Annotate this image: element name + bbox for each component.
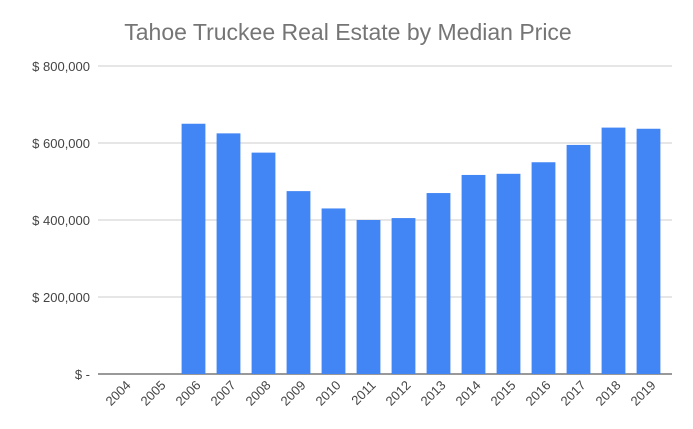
- x-tick-label-2019: 2019: [628, 378, 659, 409]
- y-tick-label: $ 400,000: [32, 213, 90, 228]
- bar-2011: [356, 220, 381, 374]
- bars: [181, 123, 661, 374]
- x-tick-label-2015: 2015: [488, 378, 519, 409]
- y-tick-label: $ 200,000: [32, 290, 90, 305]
- x-tick-label-2018: 2018: [593, 378, 624, 409]
- y-tick-label: $ 600,000: [32, 136, 90, 151]
- bar-2012: [391, 218, 416, 374]
- bar-2006: [181, 123, 206, 374]
- y-tick-label: $ 800,000: [32, 59, 90, 74]
- bar-2007: [216, 133, 241, 374]
- y-tick-label: $ -: [75, 367, 90, 382]
- x-tick-label-2004: 2004: [103, 378, 134, 409]
- x-tick-label-2007: 2007: [208, 378, 239, 409]
- x-tick-label-2008: 2008: [243, 378, 274, 409]
- bar-2008: [251, 152, 276, 374]
- x-tick-label-2009: 2009: [278, 378, 309, 409]
- bar-2014: [461, 174, 486, 374]
- x-tick-label-2013: 2013: [418, 378, 449, 409]
- bar-2018: [601, 127, 626, 374]
- chart-title: Tahoe Truckee Real Estate by Median Pric…: [124, 19, 571, 45]
- bar-2013: [426, 193, 451, 374]
- x-axis-tick-labels: 2004 2005 2006 2007 2008 2009 2010 2011 2012 2013…: [103, 378, 659, 409]
- x-tick-label-2014: 2014: [453, 378, 484, 409]
- x-tick-label-2011: 2011: [348, 378, 378, 408]
- bar-2019: [636, 128, 661, 374]
- bar-2010: [321, 208, 346, 374]
- x-tick-label-2006: 2006: [173, 378, 204, 409]
- x-tick-label-2010: 2010: [313, 378, 344, 409]
- bar-2017: [566, 144, 591, 374]
- x-tick-label-2017: 2017: [558, 378, 589, 409]
- bar-2009: [286, 191, 311, 374]
- bar-2016: [531, 162, 556, 374]
- x-tick-label-2012: 2012: [383, 378, 414, 409]
- x-tick-label-2016: 2016: [523, 378, 554, 409]
- x-tick-label-2005: 2005: [138, 378, 169, 409]
- bar-2015: [496, 173, 521, 374]
- y-axis-tick-labels: $ - $ 200,000 $ 400,000 $ 600,000 $ 800,000: [32, 59, 90, 382]
